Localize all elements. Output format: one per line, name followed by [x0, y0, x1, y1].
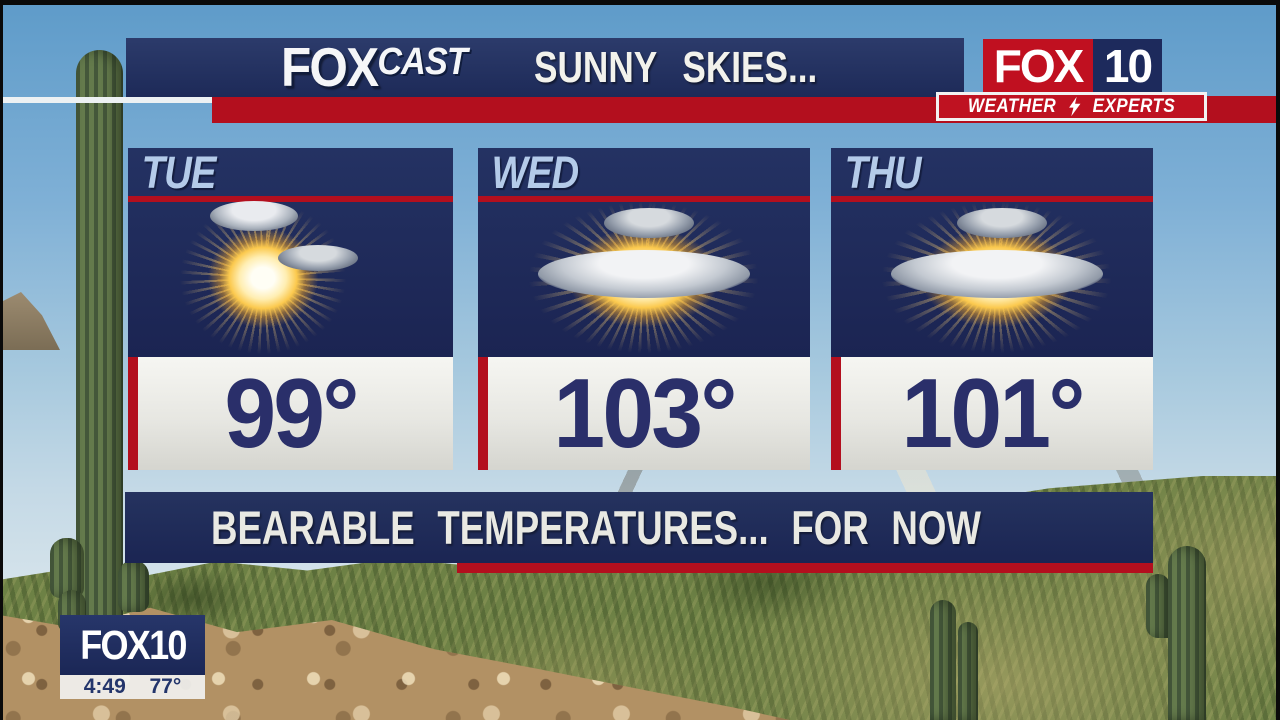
day-label: THU: [844, 148, 922, 198]
saguaro-cactus-small: [958, 622, 978, 720]
card-red-edge: [478, 357, 488, 470]
experts-text: EXPERTS: [1092, 95, 1176, 117]
fox10-ten-box: 10: [1093, 39, 1162, 93]
foxcast-cast-text: CAST: [377, 41, 467, 83]
saguaro-cactus-left: [76, 50, 123, 628]
headline-text: SUNNY SKIES...: [534, 43, 818, 92]
cactus-arm: [1146, 574, 1170, 638]
day-underline: [128, 196, 453, 202]
day-underline: [831, 196, 1153, 202]
cloud-icon: [604, 208, 694, 238]
card-temp-section: 101°: [831, 357, 1153, 470]
card-red-edge: [831, 357, 841, 470]
current-time: 4:49: [83, 675, 126, 698]
card-top: THU: [831, 148, 1153, 357]
foxcast-fox-text: FOX: [281, 36, 379, 98]
forecast-card-tue: TUE 99°: [128, 148, 453, 470]
cloud-icon: [538, 250, 750, 298]
cloud-icon: [278, 245, 358, 271]
caption-red-stripe: [457, 563, 1153, 573]
cloud-icon: [210, 201, 298, 231]
cloud-icon: [957, 208, 1047, 238]
sunny-with-clouds-icon: [178, 200, 358, 356]
cloud-icon: [891, 250, 1103, 298]
fox10-fox-box: FOX: [983, 39, 1093, 93]
saguaro-cactus-right: [1168, 546, 1206, 720]
weather-text: WEATHER: [967, 95, 1057, 117]
fox10-logo: FOX 10: [983, 39, 1162, 93]
frame-left-bar: [0, 0, 3, 720]
card-top: TUE: [128, 148, 453, 357]
card-top: WED: [478, 148, 810, 357]
frame-right-bar: [1276, 0, 1280, 720]
forecast-card-thu: THU 101°: [831, 148, 1153, 470]
day-label: TUE: [141, 148, 217, 198]
saguaro-cactus-small: [930, 600, 956, 720]
current-temp: 77°: [149, 675, 182, 698]
day-underline: [478, 196, 810, 202]
cactus-arm: [118, 560, 149, 612]
weather-experts-banner: WEATHER EXPERTS: [936, 92, 1207, 121]
card-red-edge: [128, 357, 138, 470]
temperature-value: 101°: [901, 358, 1085, 468]
bug-logo: FOX10: [60, 615, 205, 675]
caption-banner: BEARABLE TEMPERATURES... FOR NOW: [125, 492, 1153, 563]
frame-top-bar: [0, 0, 1280, 5]
sun-glow: [198, 218, 328, 338]
lightning-bolt-icon: [1069, 96, 1081, 117]
card-temp-section: 103°: [478, 357, 810, 470]
header-banner: FOX CAST SUNNY SKIES...: [126, 38, 964, 97]
bug-info-strip: 4:49 77°: [60, 675, 205, 699]
sun-behind-clouds-icon: [526, 200, 761, 355]
header-white-line: [0, 97, 212, 103]
sun-behind-clouds-icon: [879, 200, 1114, 355]
foxcast-logo: FOX CAST: [281, 36, 468, 98]
day-label: WED: [491, 148, 580, 198]
temperature-value: 99°: [224, 358, 359, 468]
forecast-card-wed: WED 103°: [478, 148, 810, 470]
temperature-value: 103°: [553, 358, 737, 468]
caption-text: BEARABLE TEMPERATURES... FOR NOW: [211, 501, 981, 554]
cactus-arm: [50, 538, 84, 598]
station-bug: FOX10 4:49 77°: [60, 615, 205, 699]
bug-station-text: FOX10: [79, 621, 187, 668]
card-temp-section: 99°: [128, 357, 453, 470]
